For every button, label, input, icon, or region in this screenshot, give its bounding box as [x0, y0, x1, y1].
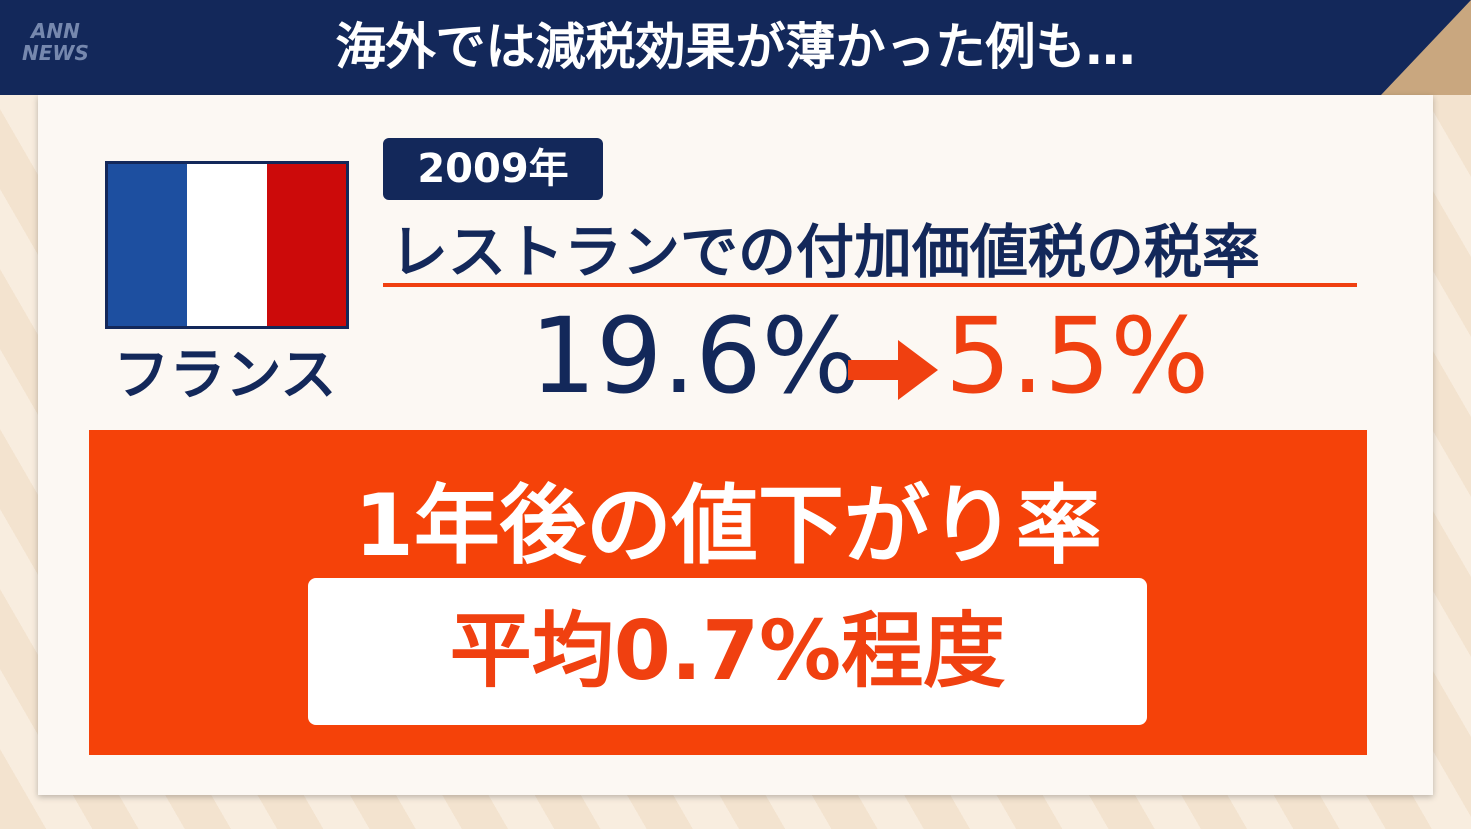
- result-value-box: [308, 578, 1147, 725]
- rate-after: 5.5%: [945, 295, 1210, 417]
- result-heading: 1年後の値下がり率: [354, 476, 1102, 576]
- rate-before: 19.6%: [530, 295, 861, 417]
- country-name: フランス: [113, 343, 337, 408]
- result-value: 平均0.7%程度: [449, 604, 1006, 699]
- header-title: 海外では減税効果が薄かった例も…: [335, 18, 1136, 76]
- logo-line: NEWS: [22, 41, 89, 65]
- flag: [105, 161, 349, 329]
- subject: レストランでの付加価値税の税率: [390, 218, 1261, 286]
- year-tag: 2009年: [383, 138, 603, 200]
- logo: ANN NEWS: [22, 20, 89, 64]
- header-bar: [0, 0, 1471, 95]
- arrow: [848, 340, 938, 400]
- logo-line: ANN: [30, 19, 80, 43]
- divider: [383, 283, 1357, 287]
